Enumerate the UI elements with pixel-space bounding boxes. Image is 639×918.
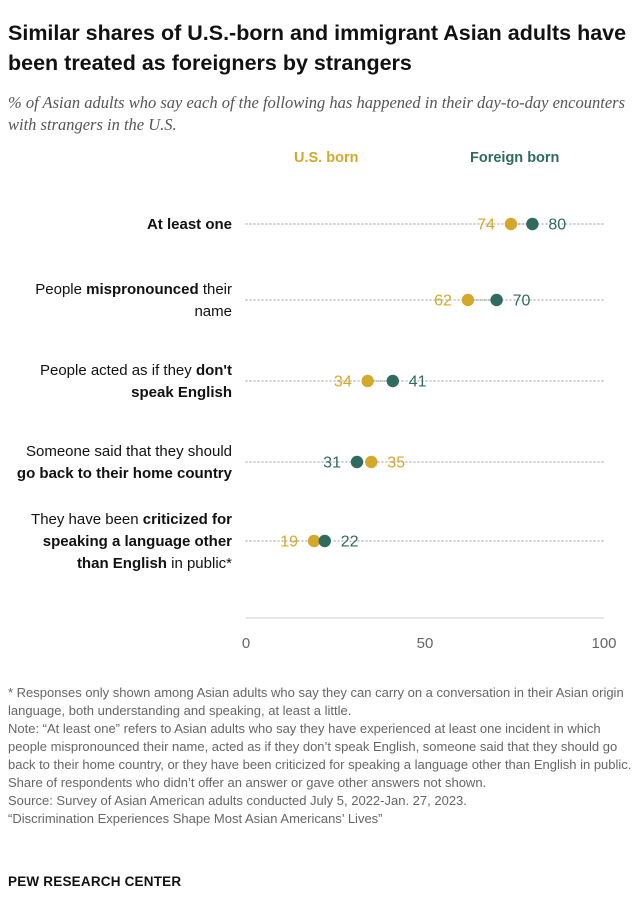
dot-plot: 0 50 100 At least one 74 80 People mispronounc…: [17, 216, 617, 652]
value-label-us-born: 74: [477, 217, 495, 234]
category-label: than English in public*: [77, 555, 232, 572]
note-asterisk: * Responses only shown among Asian adult…: [8, 685, 624, 718]
category-label: People mispronounced their: [35, 281, 232, 298]
dot-foreign-born: [490, 293, 503, 307]
dot-foreign-born: [350, 455, 364, 469]
note-definition: Note: “At least one” refers to Asian adu…: [8, 721, 632, 790]
x-tick-label: 50: [417, 635, 434, 652]
note-report: “Discrimination Experiences Shape Most A…: [8, 811, 383, 826]
category-label: speaking a language other: [43, 533, 232, 550]
note-source: Source: Survey of Asian American adults …: [8, 793, 467, 808]
chart-notes: * Responses only shown among Asian adult…: [8, 684, 633, 828]
dot-us-born: [461, 293, 475, 307]
value-label-us-born: 19: [280, 534, 298, 551]
dot-us-born: [365, 455, 378, 469]
value-label-foreign-born: 31: [323, 455, 341, 472]
value-label-foreign-born: 22: [341, 534, 359, 551]
x-tick-label: 100: [591, 635, 616, 652]
category-label: name: [194, 303, 232, 320]
value-label-foreign-born: 41: [409, 374, 427, 391]
chart-title: Similar shares of U.S.-born and immigran…: [8, 21, 627, 75]
category-label: Someone said that they should: [26, 443, 232, 460]
dot-foreign-born: [386, 374, 399, 388]
category-label: speak English: [131, 384, 232, 401]
category-label: They have been criticized for: [31, 511, 232, 528]
dot-us-born: [361, 374, 374, 388]
legend-foreign-born: Foreign born: [470, 150, 560, 166]
dot-foreign-born: [318, 534, 331, 548]
value-label-foreign-born: 80: [548, 217, 566, 234]
pew-logo-text: PEW RESEARCH CENTER: [8, 874, 182, 889]
value-label-us-born: 62: [434, 293, 452, 310]
legend-us-born: U.S. born: [294, 150, 359, 166]
dot-us-born: [504, 217, 518, 231]
x-tick-label: 0: [242, 635, 250, 652]
category-label: go back to their home country: [17, 465, 233, 482]
category-label: People acted as if they don't: [40, 362, 232, 379]
value-label-foreign-born: 70: [513, 293, 531, 310]
value-label-us-born: 34: [334, 374, 352, 391]
dot-foreign-born: [526, 217, 539, 231]
category-label: At least one: [147, 216, 232, 233]
dot-us-born: [307, 534, 321, 548]
chart-subtitle: % of Asian adults who say each of the fo…: [8, 93, 625, 134]
value-label-us-born: 35: [387, 455, 405, 472]
